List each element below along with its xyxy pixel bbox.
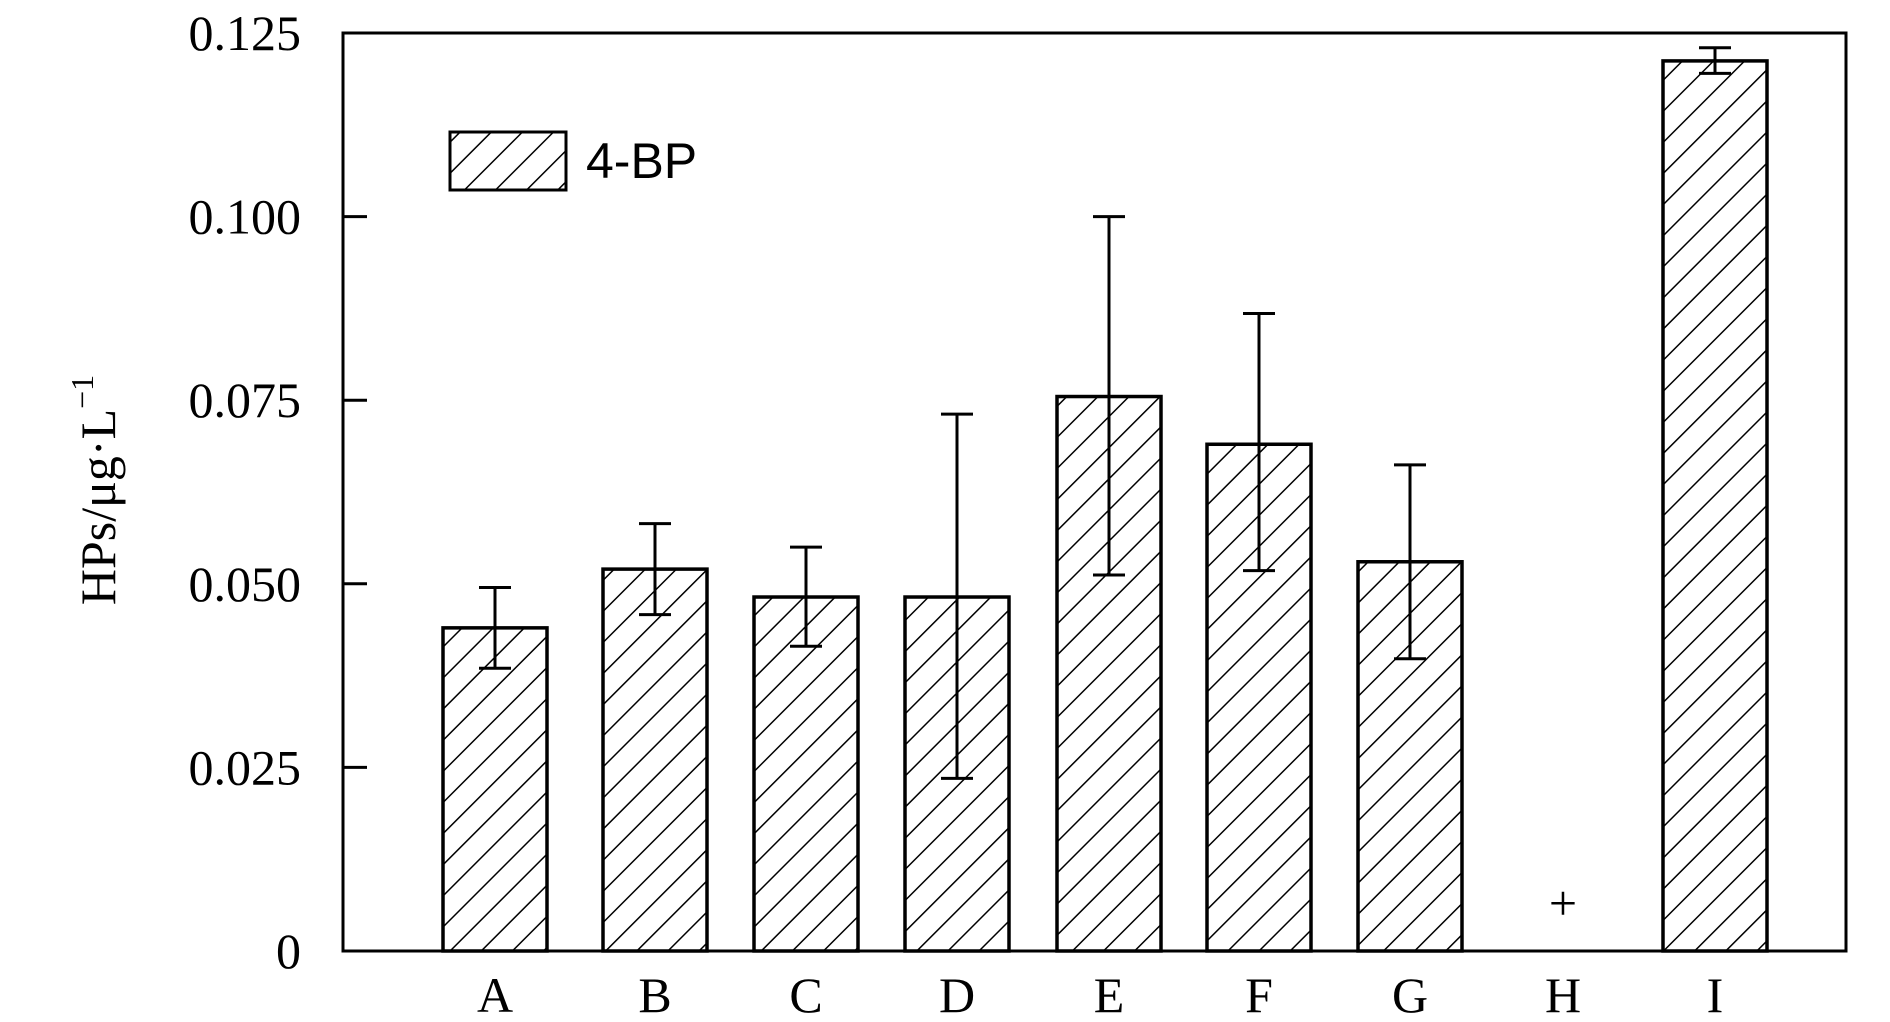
error-bar-A [479, 585, 511, 670]
x-tick-label-C: C [789, 967, 822, 1022]
x-tick-label-H: H [1545, 967, 1581, 1022]
x-tick-label-A: A [477, 967, 513, 1022]
error-bar-F [1243, 312, 1275, 573]
y-tick-label: 0.050 [189, 556, 302, 612]
y-tick-label: 0 [276, 923, 301, 979]
x-tick-label-G: G [1392, 967, 1428, 1022]
annotation-H: + [1549, 875, 1577, 931]
y-axis-tick-labels: 0 0.025 0.050 0.075 0.100 0.125 [189, 5, 302, 979]
y-axis-title: HPs/μg·L−1 [64, 375, 126, 605]
error-bar-E [1093, 215, 1125, 577]
y-axis-title-main: HPs/μg·L [70, 409, 126, 605]
x-tick-label-D: D [939, 967, 975, 1022]
bar-A [441, 626, 549, 953]
error-bar-C [790, 545, 822, 648]
bar-B [601, 567, 709, 953]
y-tick-label: 0.100 [189, 189, 302, 245]
y-axis-ticks [343, 31, 367, 953]
bar-F [1205, 442, 1313, 953]
y-tick-label: 0.025 [189, 739, 302, 795]
x-tick-label-I: I [1707, 967, 1724, 1022]
bar-C [752, 595, 860, 953]
x-tick-label-F: F [1245, 967, 1273, 1022]
legend: 4-BP [448, 130, 697, 192]
error-bar-G [1394, 463, 1426, 661]
legend-label: 4-BP [586, 133, 697, 189]
error-bars [479, 46, 1731, 780]
bar-I [1661, 59, 1769, 953]
bars [441, 59, 1769, 953]
error-bar-I [1699, 46, 1731, 75]
x-axis-tick-labels: A B C D E F G H I [477, 967, 1723, 1022]
x-tick-label-E: E [1094, 967, 1125, 1022]
y-axis-title-sup: −1 [64, 375, 100, 409]
error-bar-D [941, 412, 973, 780]
annotations: + [1549, 875, 1577, 931]
y-tick-label: 0.125 [189, 5, 302, 61]
x-tick-label-B: B [638, 967, 671, 1022]
error-bar-B [639, 522, 671, 617]
y-tick-label: 0.075 [189, 372, 302, 428]
legend-swatch [448, 130, 568, 192]
